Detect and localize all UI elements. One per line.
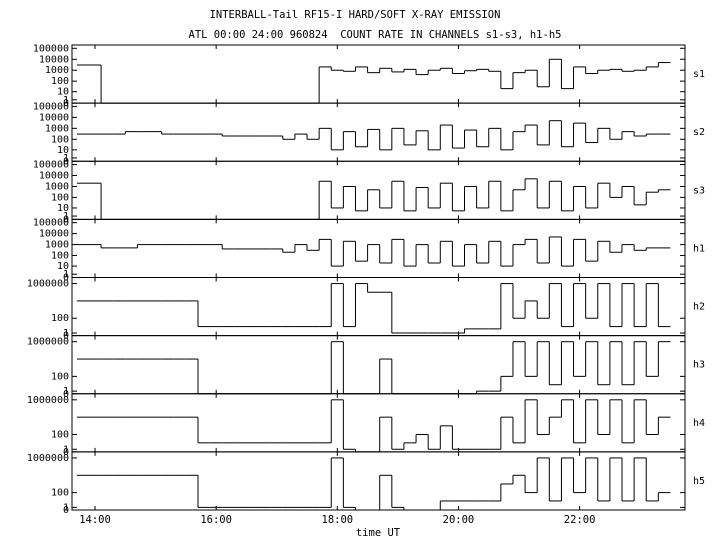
y-tick-label: 100 bbox=[51, 313, 69, 324]
series-label: s2 bbox=[693, 127, 705, 138]
series-label: h2 bbox=[693, 302, 705, 313]
y-tick-label: 1 bbox=[63, 502, 69, 513]
y-tick-label: 0 bbox=[63, 156, 69, 167]
y-tick-label: 1 bbox=[63, 444, 69, 455]
series-label: h1 bbox=[693, 243, 705, 254]
panel-frame bbox=[71, 44, 686, 104]
y-tick-label: 10 bbox=[57, 203, 69, 214]
x-tick-label: 22:00 bbox=[564, 514, 596, 526]
y-tick-label: 0 bbox=[63, 273, 69, 284]
y-tick-label: 10 bbox=[57, 87, 69, 98]
panel-frame bbox=[71, 393, 686, 453]
y-tick-label: 0 bbox=[63, 389, 69, 400]
chart-title: INTERBALL-Tail RF15-I HARD/SOFT X-RAY EM… bbox=[210, 9, 501, 21]
y-tick-label: 100 bbox=[51, 251, 69, 262]
y-tick-label: 0 bbox=[63, 331, 69, 342]
panel-frame bbox=[71, 277, 686, 337]
y-tick-label: 1 bbox=[63, 269, 69, 280]
y-tick-label: 1000000 bbox=[27, 453, 69, 464]
y-tick-label: 100000 bbox=[33, 160, 69, 171]
y-tick-label: 1000 bbox=[45, 181, 69, 192]
y-tick-label: 1 bbox=[63, 211, 69, 222]
chart-subtitle: ATL 00:00 24:00 960824 COUNT RATE IN CHA… bbox=[189, 29, 562, 41]
y-tick-label: 10000 bbox=[39, 112, 69, 123]
panel-frame bbox=[71, 451, 686, 511]
panel-frame bbox=[71, 102, 686, 162]
y-tick-label: 0 bbox=[63, 505, 69, 516]
panel-frame bbox=[71, 335, 686, 395]
y-tick-label: 100000 bbox=[33, 43, 69, 54]
y-tick-label: 1000000 bbox=[27, 279, 69, 290]
y-tick-label: 1 bbox=[63, 328, 69, 339]
y-tick-label: 1000 bbox=[45, 123, 69, 134]
y-tick-label: 10 bbox=[57, 261, 69, 272]
y-tick-label: 0 bbox=[63, 447, 69, 458]
y-tick-label: 1 bbox=[63, 386, 69, 397]
panel-frame bbox=[71, 218, 686, 278]
x-tick-label: 20:00 bbox=[443, 514, 475, 526]
y-tick-label: 100 bbox=[51, 371, 69, 382]
y-tick-label: 100 bbox=[51, 429, 69, 440]
y-tick-label: 1 bbox=[63, 153, 69, 164]
series-label: h3 bbox=[693, 360, 705, 371]
y-tick-label: 1000000 bbox=[27, 395, 69, 406]
x-tick-label: 18:00 bbox=[322, 514, 354, 526]
y-tick-label: 0 bbox=[63, 98, 69, 109]
y-tick-label: 10000 bbox=[39, 54, 69, 65]
y-tick-label: 1000000 bbox=[27, 337, 69, 348]
y-tick-label: 100 bbox=[51, 488, 69, 499]
series-label: h5 bbox=[693, 476, 705, 487]
y-tick-label: 1000 bbox=[45, 240, 69, 251]
series-label: h4 bbox=[693, 418, 705, 429]
panel-frame bbox=[71, 160, 686, 220]
y-tick-label: 1000 bbox=[45, 65, 69, 76]
x-axis-label: time UT bbox=[356, 527, 401, 539]
y-tick-label: 10000 bbox=[39, 171, 69, 182]
y-tick-label: 100 bbox=[51, 76, 69, 87]
y-tick-label: 100000 bbox=[33, 101, 69, 112]
y-tick-label: 100 bbox=[51, 134, 69, 145]
y-tick-label: 10 bbox=[57, 145, 69, 156]
y-tick-label: 1 bbox=[63, 95, 69, 106]
series-label: s1 bbox=[693, 69, 705, 80]
series-label: s3 bbox=[693, 185, 705, 196]
y-tick-label: 100 bbox=[51, 192, 69, 203]
x-tick-label: 16:00 bbox=[200, 514, 232, 526]
x-tick-label: 14:00 bbox=[79, 514, 111, 526]
y-tick-label: 10000 bbox=[39, 229, 69, 240]
y-tick-label: 100000 bbox=[33, 218, 69, 229]
y-tick-label: 0 bbox=[63, 214, 69, 225]
